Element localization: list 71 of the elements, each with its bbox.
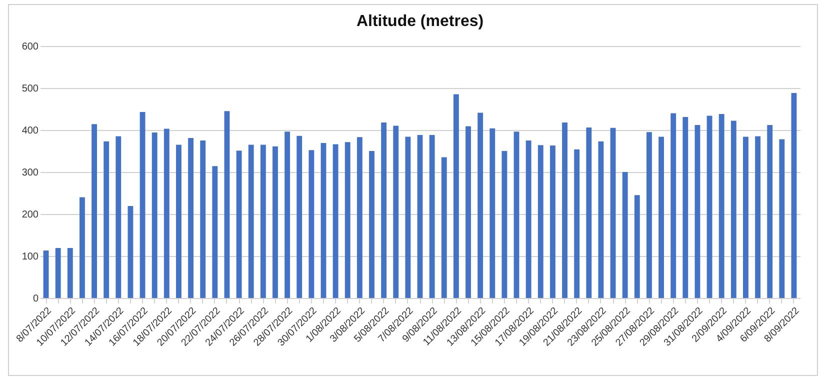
bar (356, 137, 362, 298)
bar (586, 127, 592, 298)
bar (332, 144, 338, 298)
chart-title: Altitude (metres) (356, 13, 484, 30)
bar (562, 122, 568, 298)
bar (152, 132, 158, 298)
bar (574, 149, 580, 298)
bar (67, 248, 73, 298)
bar (538, 145, 544, 298)
bar (381, 122, 387, 298)
bar (308, 150, 314, 298)
bar (755, 136, 760, 298)
bar (622, 172, 628, 298)
y-tick-label: 200 (22, 210, 39, 220)
bar (176, 144, 182, 298)
bar (164, 128, 170, 298)
bar (634, 195, 640, 298)
bar (490, 128, 496, 298)
bar (92, 124, 97, 298)
bar (478, 112, 484, 298)
bar (429, 135, 435, 298)
bar (743, 136, 748, 298)
bar (188, 138, 194, 298)
bar (128, 206, 134, 298)
bar (767, 124, 773, 298)
bar (104, 141, 110, 298)
bar (646, 132, 652, 298)
bar (718, 114, 724, 298)
bar (260, 144, 266, 298)
y-tick-label: 600 (22, 42, 39, 52)
bar (706, 116, 712, 298)
bar (670, 113, 676, 298)
bar (514, 132, 520, 298)
bar (658, 136, 664, 298)
bar (393, 126, 399, 298)
bar (212, 166, 218, 298)
bar (296, 136, 302, 298)
bar (344, 142, 350, 298)
bar (116, 136, 122, 298)
bar (320, 143, 326, 298)
bar (694, 124, 700, 298)
y-tick-label: 0 (32, 294, 39, 304)
bar (550, 146, 556, 298)
bar (417, 135, 423, 298)
bar (55, 248, 61, 298)
bar (200, 140, 206, 298)
bar (284, 132, 290, 298)
bar (43, 250, 49, 298)
bar (236, 150, 242, 298)
y-tick-label: 300 (22, 168, 39, 178)
bar (140, 112, 146, 298)
bar (730, 120, 736, 298)
bar (369, 151, 374, 298)
y-tick-label: 100 (22, 252, 39, 262)
bar (441, 157, 447, 298)
bar (502, 151, 508, 298)
bar (466, 126, 471, 298)
bar (526, 140, 532, 298)
bar (272, 146, 278, 298)
bar (405, 136, 411, 298)
bar (682, 116, 688, 298)
bar (224, 111, 230, 298)
bar (80, 197, 85, 298)
bar (610, 128, 616, 298)
bar (598, 141, 604, 298)
bar (248, 144, 254, 298)
y-tick-label: 500 (22, 84, 39, 94)
bar (453, 94, 459, 298)
bar (779, 139, 785, 298)
y-tick-label: 400 (22, 126, 39, 136)
bar (791, 93, 797, 298)
